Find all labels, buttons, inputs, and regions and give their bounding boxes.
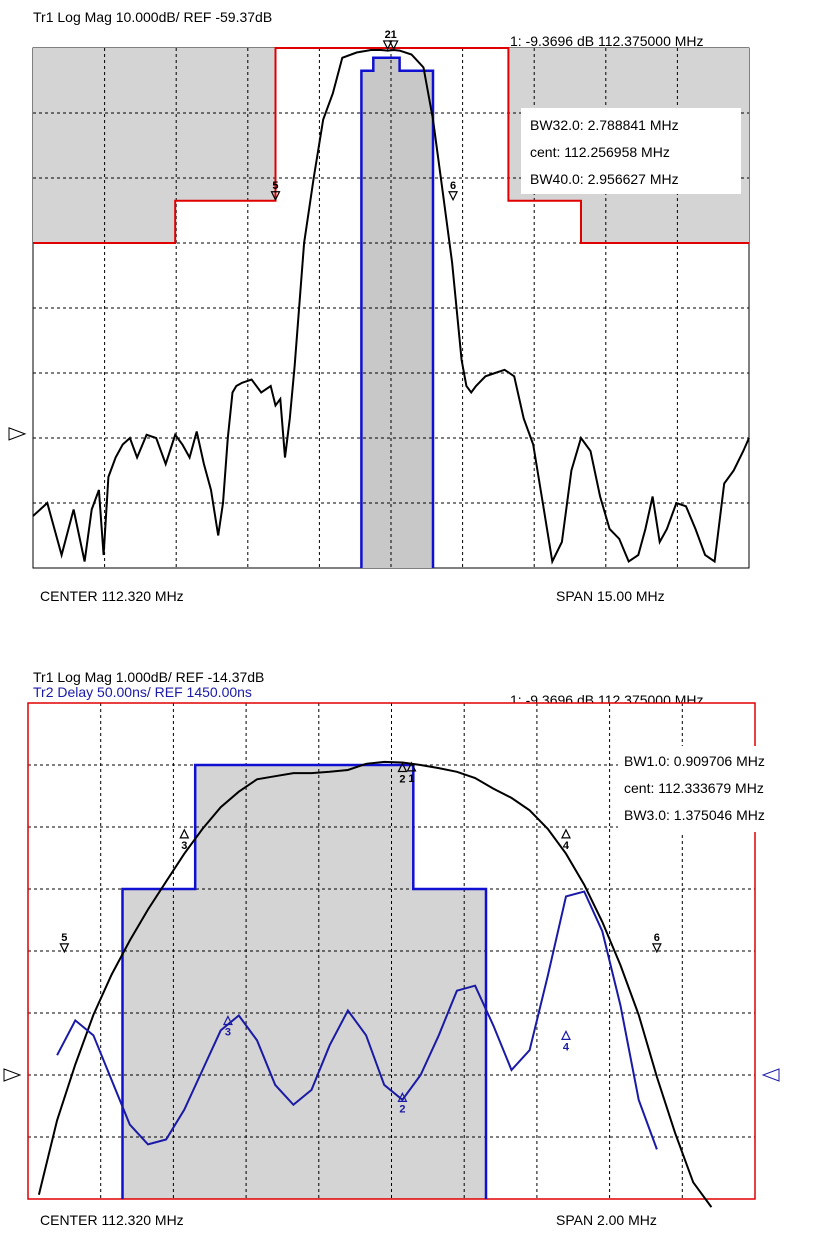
bottom-marker-6-triangle [651, 943, 662, 954]
bottom-mask-shade [122, 765, 486, 1199]
top-limit-shade [33, 48, 749, 243]
bottom-marker-1-triangle [406, 761, 417, 772]
top-limit-line [33, 47, 749, 244]
bottom-annotation-bw1: BW1.0: 0.909706 MHz [624, 753, 765, 769]
bottom-marker-2-triangle [397, 762, 408, 773]
top-annotation-cent: cent: 112.256958 MHz [530, 144, 670, 160]
top-annotation-bw32: BW32.0: 2.788841 MHz [530, 117, 679, 133]
bottom-span-label: SPAN 2.00 MHz [556, 1212, 657, 1228]
top-header: Tr1 Log Mag 10.000dB/ REF -59.37dB [33, 9, 272, 25]
bottom-header-tr1: Tr1 Log Mag 1.000dB/ REF -14.37dB [33, 669, 264, 685]
top-gate-shade [361, 57, 433, 569]
bottom-center-label: CENTER 112.320 MHz [40, 1212, 184, 1228]
top-trace-line [32, 48, 750, 565]
top-ref-arrow [8, 427, 27, 441]
bottom-marker-4-triangle [561, 828, 571, 839]
bottom-marker-2-label: 2 [399, 774, 405, 786]
bottom-tr1-line [37, 760, 713, 1208]
bottom-marker-3-triangle [179, 828, 190, 839]
bottom-marker-1-label: 1 [408, 773, 414, 785]
bottom-marker-5-triangle [59, 943, 70, 954]
top-span-label: SPAN 15.00 MHz [556, 588, 665, 604]
top-marker-readout: 1: -9.3696 dB 112.375000 MHz [510, 33, 704, 49]
bottom-ref-arrow-left [3, 1068, 22, 1082]
bottom-delay-marker-2-label: 2 [399, 1103, 405, 1115]
top-marker-1-label: 1 [391, 29, 397, 41]
top-marker-5-label: 5 [272, 180, 278, 192]
bottom-delay-marker-4-label: 4 [563, 1041, 570, 1053]
top-marker-2-label: 2 [385, 29, 391, 41]
bottom-marker-4-label: 4 [563, 840, 570, 852]
bottom-annotation-bw3: BW3.0: 1.375046 MHz [624, 807, 765, 823]
top-annotation-box: BW32.0: 2.788841 MHz cent: 112.256958 MH… [521, 108, 741, 194]
bottom-tr2-line [56, 890, 658, 1150]
top-marker-1-triangle [388, 40, 399, 51]
top-marker-2-triangle [382, 40, 393, 51]
bottom-marker-5-label: 5 [61, 932, 67, 944]
top-annotation-bw40: BW40.0: 2.956627 MHz [530, 171, 679, 187]
bottom-marker-3-label: 3 [181, 840, 187, 852]
top-center-label: CENTER 112.320 MHz [40, 588, 184, 604]
top-marker-6-label: 6 [450, 180, 456, 192]
bottom-annotation-box: BW1.0: 0.909706 MHz cent: 112.333679 MHz… [618, 746, 808, 832]
bottom-delay-marker-4-triangle [561, 1030, 571, 1040]
bottom-delay-marker-2-triangle [397, 1092, 408, 1102]
bottom-annotation-cent: cent: 112.333679 MHz [624, 780, 764, 796]
bottom-mask-line [121, 763, 488, 1199]
bottom-marker-6-label: 6 [654, 932, 660, 944]
bottom-header-tr2: Tr2 Delay 50.00ns/ REF 1450.00ns [33, 684, 252, 700]
bottom-ref-arrow-right [761, 1068, 780, 1082]
bottom-delay-marker-3-triangle [222, 1015, 233, 1026]
bottom-frame [27, 702, 756, 1200]
bottom-delay-marker-3-label: 3 [225, 1026, 231, 1038]
top-marker-6-triangle [448, 191, 459, 202]
top-marker-5-triangle [270, 191, 281, 202]
